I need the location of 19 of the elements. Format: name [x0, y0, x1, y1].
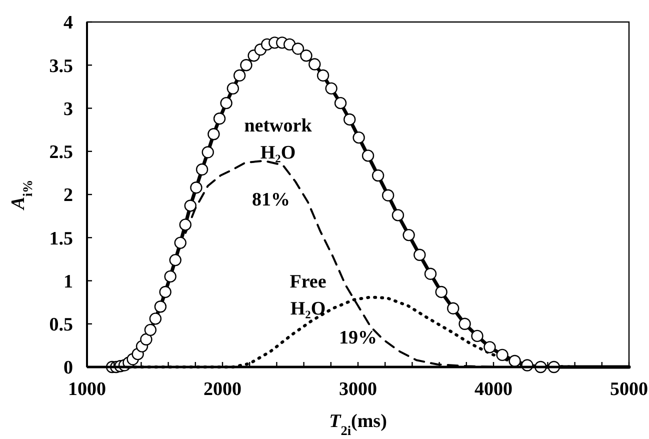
y-tick-label: 3	[64, 98, 73, 120]
x-tick-label: 2000	[204, 379, 242, 400]
x-tick-label: 5000	[610, 379, 648, 400]
x-tick-label: 1000	[68, 379, 106, 400]
y-tick-label: 1	[64, 271, 73, 292]
annotation: 81%	[252, 190, 290, 211]
annotation: Free H₂O	[290, 272, 326, 320]
y-tick-label: 0	[64, 358, 73, 379]
y-tick-label: 2	[64, 185, 73, 206]
annotation: 19%	[339, 328, 377, 349]
y-tick-label: 3.5	[49, 56, 73, 77]
y-tick-label: 0.5	[49, 314, 73, 336]
y-tick-label: 1.5	[49, 228, 73, 250]
x-axis-title: T$_{2i}$(ms)	[329, 411, 387, 438]
y-tick-label: 2.5	[49, 142, 73, 164]
annotation: network H₂O	[244, 116, 312, 164]
x-tick-label: 4000	[474, 379, 512, 400]
y-tick-label: 4	[64, 12, 74, 34]
x-tick-label: 3000	[339, 379, 377, 400]
